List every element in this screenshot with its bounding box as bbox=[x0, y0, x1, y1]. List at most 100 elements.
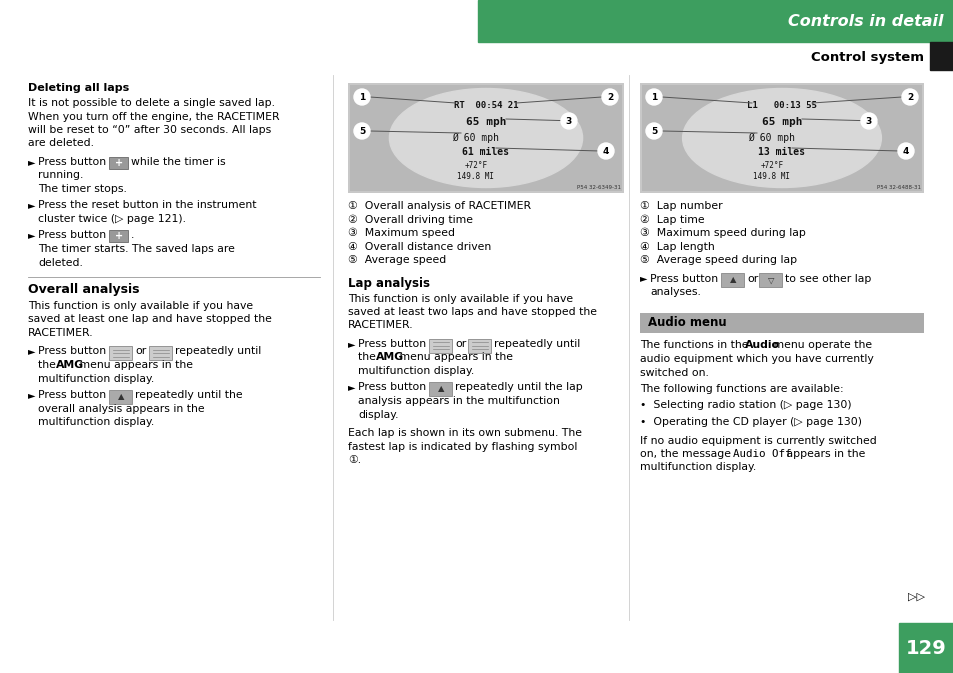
Text: while the timer is: while the timer is bbox=[131, 157, 226, 167]
Text: 129: 129 bbox=[904, 639, 945, 658]
Text: analyses.: analyses. bbox=[649, 287, 700, 297]
Text: ►: ► bbox=[28, 157, 35, 167]
FancyBboxPatch shape bbox=[468, 339, 491, 353]
Text: +72°F: +72°F bbox=[464, 161, 487, 170]
Text: menu operate the: menu operate the bbox=[769, 341, 871, 351]
Text: repeatedly until the: repeatedly until the bbox=[135, 390, 242, 400]
Bar bbox=[639, 312, 923, 332]
Ellipse shape bbox=[389, 89, 582, 188]
Text: saved at least two laps and have stopped the: saved at least two laps and have stopped… bbox=[348, 307, 597, 317]
Bar bbox=[639, 83, 923, 193]
Text: menu appears in the: menu appears in the bbox=[76, 360, 193, 370]
Text: It is not possible to delete a single saved lap.: It is not possible to delete a single sa… bbox=[28, 98, 274, 108]
Circle shape bbox=[897, 143, 913, 159]
Text: Press button: Press button bbox=[38, 157, 106, 167]
Text: Ø 60 mph: Ø 60 mph bbox=[748, 133, 795, 143]
Circle shape bbox=[601, 89, 618, 105]
Circle shape bbox=[645, 123, 661, 139]
Text: Control system: Control system bbox=[810, 50, 923, 63]
Bar bbox=[898, 623, 953, 673]
Text: ►: ► bbox=[28, 230, 35, 240]
Text: ③  Maximum speed during lap: ③ Maximum speed during lap bbox=[639, 228, 805, 238]
Text: will be reset to “0” after 30 seconds. All laps: will be reset to “0” after 30 seconds. A… bbox=[28, 125, 271, 135]
Text: multifunction display.: multifunction display. bbox=[639, 462, 756, 472]
Text: The following functions are available:: The following functions are available: bbox=[639, 384, 842, 394]
Text: ②  Lap time: ② Lap time bbox=[639, 215, 704, 225]
Text: Overall analysis: Overall analysis bbox=[28, 283, 139, 296]
FancyBboxPatch shape bbox=[429, 382, 452, 396]
Text: 3: 3 bbox=[865, 116, 871, 125]
Bar bbox=[641, 85, 921, 191]
Text: 13 miles: 13 miles bbox=[758, 147, 804, 157]
Text: Press button: Press button bbox=[357, 382, 426, 392]
Text: are deleted.: are deleted. bbox=[28, 139, 94, 149]
Text: Audio: Audio bbox=[744, 341, 780, 351]
Circle shape bbox=[354, 89, 370, 105]
Text: running.: running. bbox=[38, 170, 83, 180]
Text: When you turn off the engine, the RACETIMER: When you turn off the engine, the RACETI… bbox=[28, 112, 279, 122]
Text: The timer starts. The saved laps are: The timer starts. The saved laps are bbox=[38, 244, 234, 254]
Text: Audio menu: Audio menu bbox=[647, 316, 726, 329]
Text: overall analysis appears in the: overall analysis appears in the bbox=[38, 404, 204, 413]
Bar bbox=[477, 0, 953, 42]
Text: Press the reset button in the instrument: Press the reset button in the instrument bbox=[38, 201, 256, 211]
Text: 2: 2 bbox=[906, 92, 912, 102]
Text: multifunction display.: multifunction display. bbox=[38, 417, 154, 427]
Text: Deleting all laps: Deleting all laps bbox=[28, 83, 129, 93]
Circle shape bbox=[861, 113, 876, 129]
FancyBboxPatch shape bbox=[150, 346, 172, 360]
Text: ④  Lap length: ④ Lap length bbox=[639, 242, 714, 252]
Text: •  Operating the CD player (▷ page 130): • Operating the CD player (▷ page 130) bbox=[639, 417, 862, 427]
Text: multifunction display.: multifunction display. bbox=[357, 366, 474, 376]
Circle shape bbox=[560, 113, 577, 129]
Bar bbox=[929, 42, 953, 70]
Text: 4: 4 bbox=[602, 147, 609, 155]
Text: repeatedly until: repeatedly until bbox=[494, 339, 579, 349]
Text: ▲: ▲ bbox=[729, 275, 736, 285]
Text: 5: 5 bbox=[650, 127, 657, 135]
Text: repeatedly until the lap: repeatedly until the lap bbox=[455, 382, 582, 392]
FancyBboxPatch shape bbox=[110, 346, 132, 360]
Text: 5: 5 bbox=[358, 127, 365, 135]
Text: 2: 2 bbox=[606, 92, 613, 102]
Text: RACETIMER.: RACETIMER. bbox=[28, 328, 93, 338]
Text: Press button: Press button bbox=[38, 390, 106, 400]
Text: ▽: ▽ bbox=[767, 275, 774, 285]
Text: or: or bbox=[455, 339, 466, 349]
Text: If no audio equipment is currently switched: If no audio equipment is currently switc… bbox=[639, 435, 876, 446]
Text: analysis appears in the multifunction: analysis appears in the multifunction bbox=[357, 396, 559, 406]
Text: 65 mph: 65 mph bbox=[465, 117, 506, 127]
Text: ►: ► bbox=[348, 339, 355, 349]
Text: Press button: Press button bbox=[649, 273, 718, 283]
Text: RACETIMER.: RACETIMER. bbox=[348, 320, 414, 330]
Text: audio equipment which you have currently: audio equipment which you have currently bbox=[639, 354, 873, 364]
Text: .: . bbox=[131, 230, 134, 240]
Text: ►: ► bbox=[28, 347, 35, 357]
Text: ►: ► bbox=[639, 273, 647, 283]
Text: P54 32-6349-31: P54 32-6349-31 bbox=[577, 185, 620, 190]
Text: ④  Overall distance driven: ④ Overall distance driven bbox=[348, 242, 491, 252]
Text: Press button: Press button bbox=[38, 347, 106, 357]
Text: saved at least one lap and have stopped the: saved at least one lap and have stopped … bbox=[28, 314, 272, 324]
Text: Ø 60 mph: Ø 60 mph bbox=[452, 133, 499, 143]
Text: appears in the: appears in the bbox=[782, 449, 864, 459]
Text: switched on.: switched on. bbox=[639, 367, 708, 378]
Text: This function is only available if you have: This function is only available if you h… bbox=[348, 293, 573, 304]
Text: ①  Lap number: ① Lap number bbox=[639, 201, 721, 211]
Text: ②  Overall driving time: ② Overall driving time bbox=[348, 215, 473, 225]
Text: P54 32-6488-31: P54 32-6488-31 bbox=[876, 185, 920, 190]
Circle shape bbox=[598, 143, 614, 159]
FancyBboxPatch shape bbox=[429, 339, 452, 353]
Text: or: or bbox=[135, 347, 146, 357]
FancyBboxPatch shape bbox=[759, 273, 781, 287]
Text: Press button: Press button bbox=[38, 230, 106, 240]
Text: 149.8 MI: 149.8 MI bbox=[457, 172, 494, 181]
Text: cluster twice (▷ page 121).: cluster twice (▷ page 121). bbox=[38, 214, 186, 224]
FancyBboxPatch shape bbox=[720, 273, 743, 287]
FancyBboxPatch shape bbox=[110, 157, 129, 168]
Bar bbox=[350, 85, 621, 191]
Text: repeatedly until: repeatedly until bbox=[174, 347, 261, 357]
Text: Each lap is shown in its own submenu. The: Each lap is shown in its own submenu. Th… bbox=[348, 428, 581, 438]
Text: +: + bbox=[114, 157, 123, 168]
Text: ▲: ▲ bbox=[117, 392, 124, 401]
